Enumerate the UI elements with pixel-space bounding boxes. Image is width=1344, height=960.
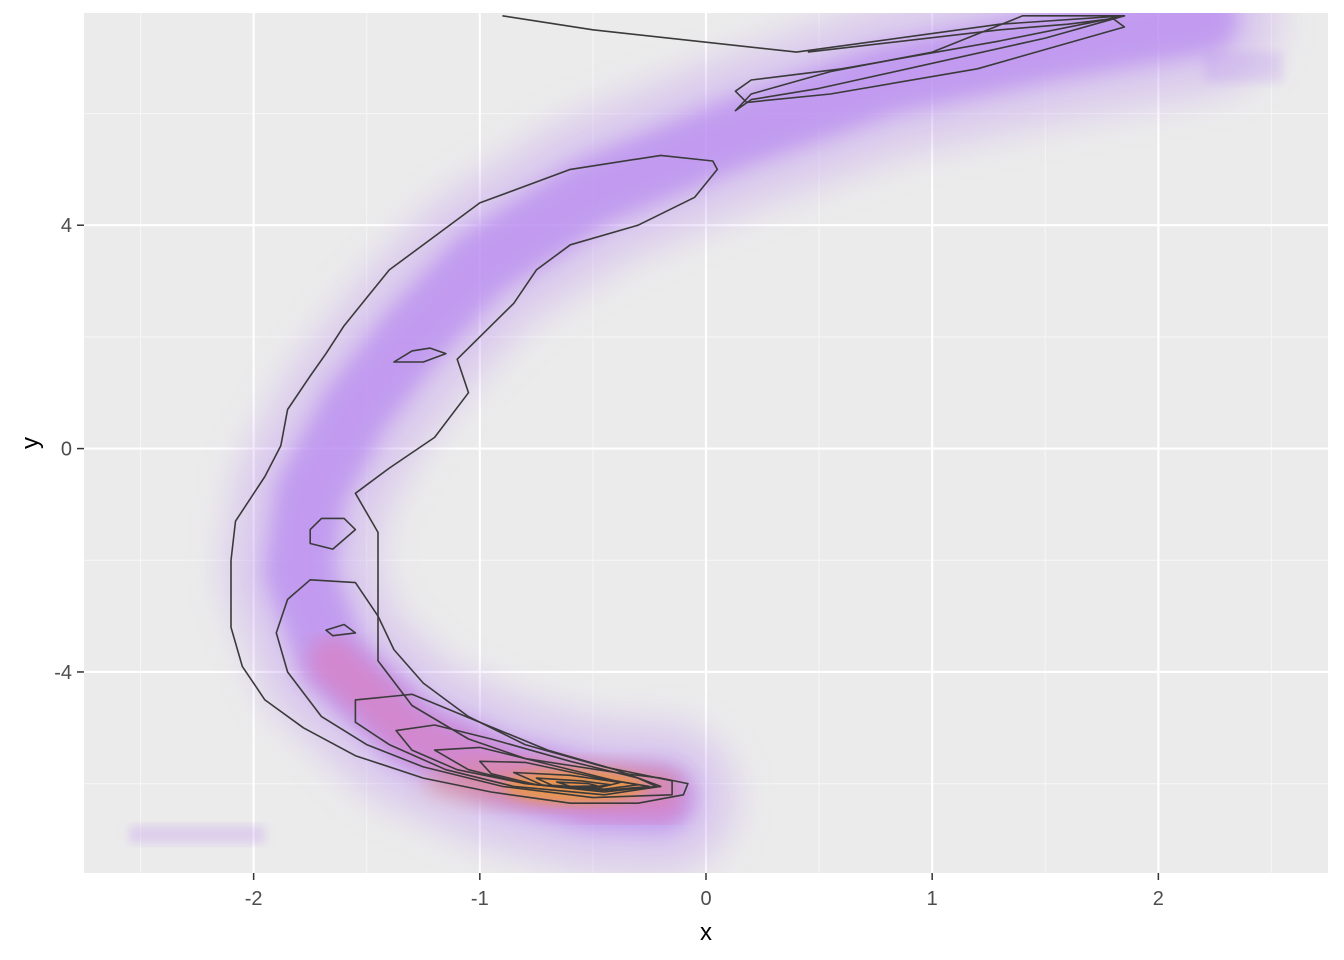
contour-line — [433, 746, 651, 792]
y-tick-label: 4 — [61, 215, 72, 237]
density-patch — [1203, 52, 1283, 83]
y-axis-ticks: -4 0 4 — [54, 215, 84, 684]
y-tick-label: 0 — [61, 439, 72, 461]
x-tick-label: -1 — [471, 888, 489, 910]
x-tick-label: 2 — [1153, 888, 1164, 910]
contour-line — [555, 781, 599, 788]
x-axis-title: x — [700, 919, 712, 946]
contour-line — [502, 15, 1126, 104]
contour-line — [734, 15, 1126, 112]
contour-line — [309, 517, 357, 550]
contour-line — [393, 347, 447, 363]
contour-line — [230, 154, 719, 804]
density-contours — [230, 15, 1126, 804]
contour-line — [354, 693, 662, 796]
y-axis-title: y — [17, 437, 44, 449]
contour-line — [395, 724, 657, 793]
contour-line — [275, 579, 673, 799]
x-tick-label: -2 — [245, 888, 263, 910]
density-patch — [129, 825, 265, 844]
x-tick-label: 0 — [700, 888, 711, 910]
x-tick-label: 1 — [927, 888, 938, 910]
contour-line — [535, 777, 612, 789]
y-tick-label: -4 — [54, 662, 72, 684]
x-axis-ticks: -2 -1 0 1 2 — [245, 873, 1164, 910]
contour-line — [479, 760, 639, 790]
contour-line — [325, 623, 357, 637]
